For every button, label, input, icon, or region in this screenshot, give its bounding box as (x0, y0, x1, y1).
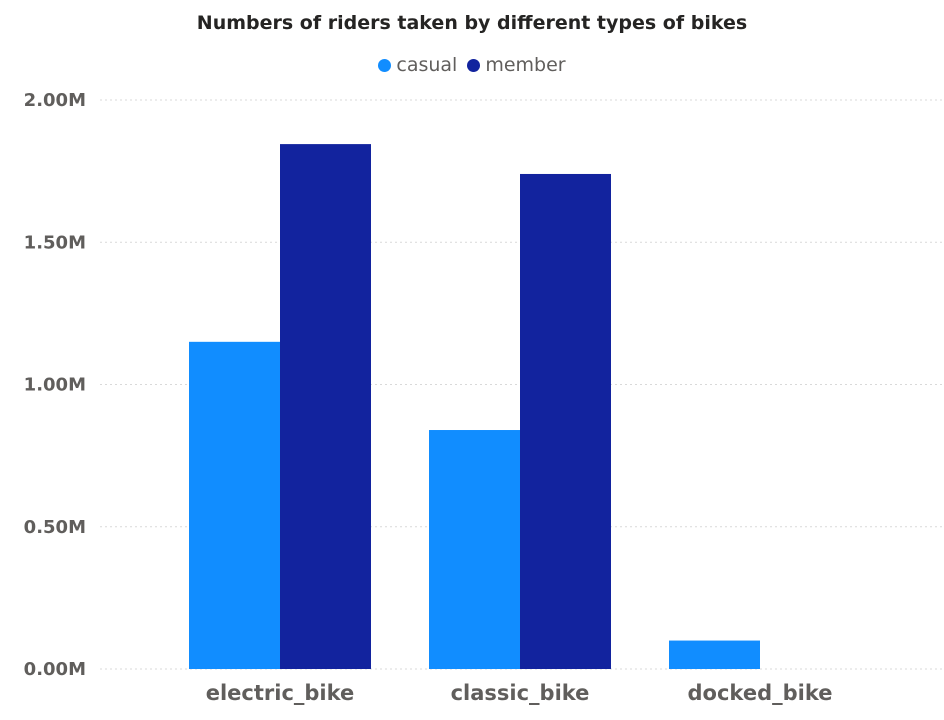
bar-member-classic_bike[interactable] (520, 173, 611, 669)
legend-label-casual: casual (396, 54, 458, 76)
x-tick-label-electric_bike: electric_bike (206, 681, 355, 705)
legend-marker-casual (378, 58, 392, 72)
bar-casual-electric_bike[interactable] (189, 341, 280, 669)
legend-item-casual[interactable]: casual (378, 54, 457, 76)
y-tick-label: 2.00M (24, 90, 86, 111)
legend-label-member: member (485, 54, 566, 76)
x-axis: electric_bike classic_bike docked_bike (206, 681, 833, 705)
x-tick-label-docked_bike: docked_bike (688, 681, 833, 705)
y-tick-label: 0.50M (24, 517, 86, 538)
y-tick-label: 0.00M (24, 659, 86, 680)
chart-title: Numbers of riders taken by different typ… (196, 12, 748, 34)
legend-marker-member (467, 58, 481, 72)
legend-item-member[interactable]: member (467, 54, 566, 76)
y-axis: 0.00M 0.50M 1.00M 1.50M 2.00M (24, 90, 86, 680)
bar-casual-classic_bike[interactable] (429, 430, 520, 669)
bar-casual-docked_bike[interactable] (669, 640, 760, 669)
y-tick-label: 1.00M (24, 375, 86, 396)
chart-legend: casual member (0, 54, 944, 76)
x-tick-label-classic_bike: classic_bike (451, 681, 590, 705)
bar-member-electric_bike[interactable] (280, 144, 371, 669)
bars (189, 144, 760, 669)
y-tick-label: 1.50M (24, 232, 86, 253)
